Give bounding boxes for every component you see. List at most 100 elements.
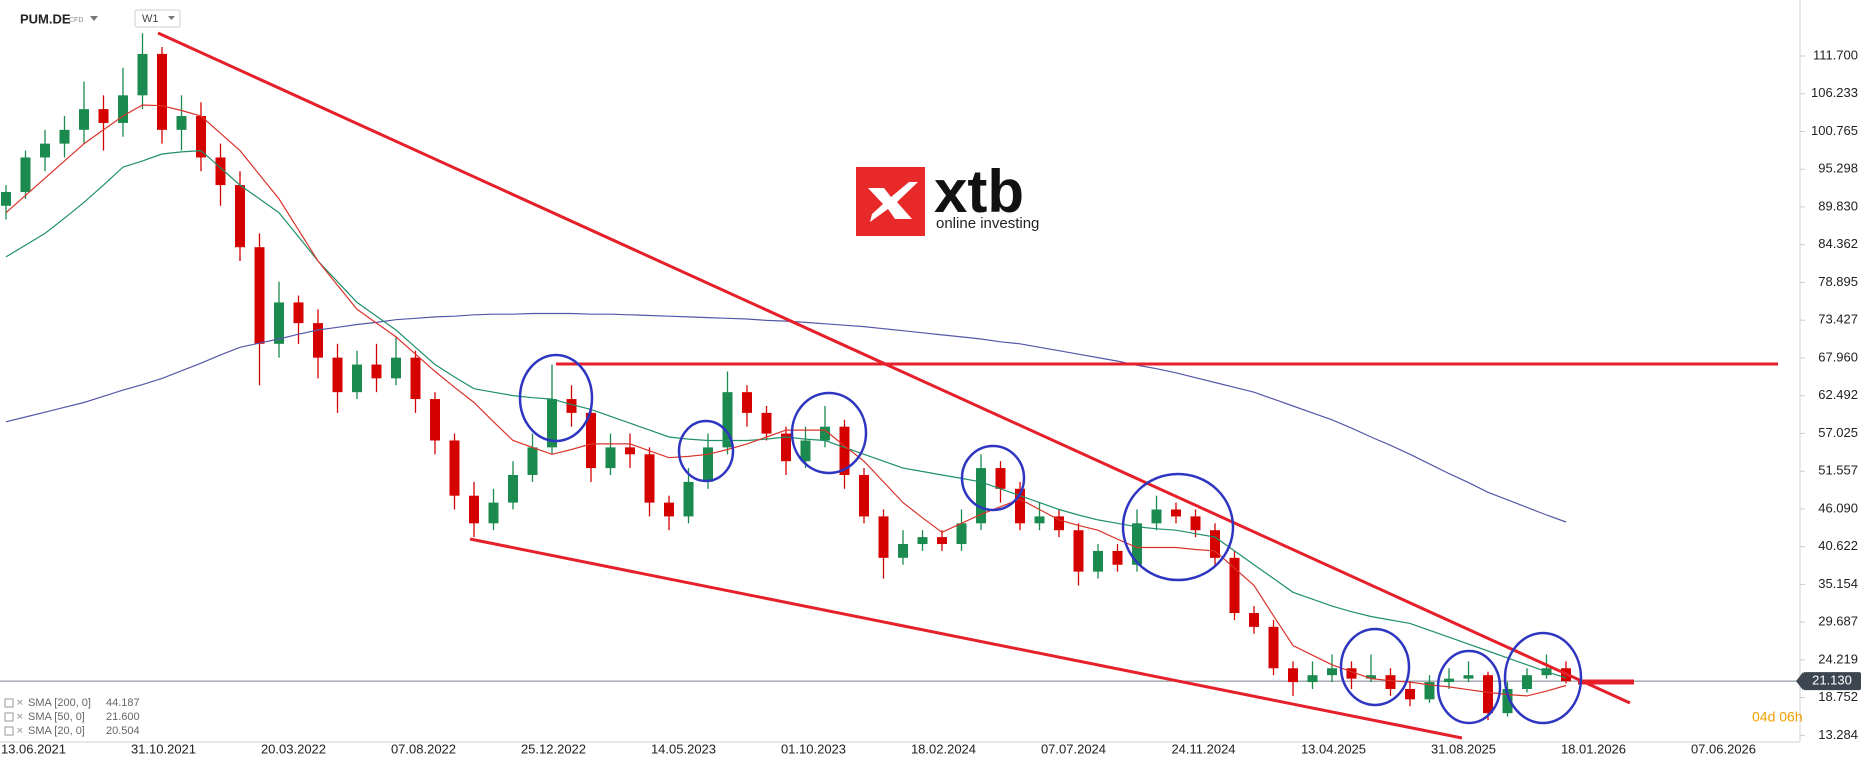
y-tick-label: 35.154 <box>1818 576 1858 591</box>
y-tick-label: 24.219 <box>1818 651 1858 666</box>
candle-body <box>664 502 674 517</box>
x-tick-label: 24.11.2024 <box>1171 741 1235 756</box>
candle-body <box>683 481 694 517</box>
candle-body <box>79 109 89 130</box>
candle-body <box>1366 675 1376 679</box>
candle-body <box>956 523 967 545</box>
circle <box>1503 631 1583 725</box>
candle-body <box>1327 668 1337 676</box>
trend-line <box>469 537 1463 740</box>
y-tick-label: 18.752 <box>1818 689 1858 704</box>
candle-body <box>625 447 635 455</box>
circle <box>960 444 1026 512</box>
candle-body <box>1093 550 1103 572</box>
y-tick-label: 84.362 <box>1818 236 1858 251</box>
y-tick-label: 100.765 <box>1811 123 1858 138</box>
candle-body <box>1054 516 1064 531</box>
legend-name: SMA [20, 0] <box>28 725 85 737</box>
candle-body <box>1112 550 1123 565</box>
legend-value: 20.504 <box>106 725 140 737</box>
candle-body <box>839 426 850 475</box>
candle-body <box>1034 516 1045 524</box>
x-tick-label: 31.10.2021 <box>131 741 196 756</box>
candle-body <box>449 440 460 496</box>
candle-body <box>1502 688 1513 714</box>
candle-body <box>644 454 655 503</box>
candle-body <box>176 116 187 130</box>
legend-close[interactable]: ✕ <box>16 725 24 735</box>
sma-line <box>5 104 1567 697</box>
x-tick-label: 13.04.2025 <box>1301 741 1366 756</box>
y-tick-label: 111.700 <box>1813 47 1858 62</box>
candle-body <box>1307 675 1318 683</box>
y-tick-label: 13.284 <box>1818 727 1858 742</box>
x-tick-label: 14.05.2023 <box>651 741 716 756</box>
countdown: 04d 06h <box>1752 709 1803 725</box>
sma-line <box>5 149 1567 679</box>
y-tick-label: 51.557 <box>1818 463 1858 478</box>
x-tick-label: 07.07.2024 <box>1041 741 1106 756</box>
candle-body <box>1444 678 1454 683</box>
legend-name: SMA [50, 0] <box>28 711 85 723</box>
circle <box>1436 649 1502 725</box>
candle-body <box>469 495 479 524</box>
circle <box>677 419 735 483</box>
candle-body <box>761 412 772 434</box>
candle-body <box>995 468 1006 489</box>
candle-body <box>1268 626 1279 669</box>
y-tick-label: 67.960 <box>1818 349 1858 364</box>
candle-body <box>410 357 421 400</box>
legend-close[interactable]: ✕ <box>16 711 24 721</box>
last-price-box <box>1803 672 1861 691</box>
x-tick-label: 13.06.2021 <box>1 741 66 756</box>
y-tick-label: 62.492 <box>1818 387 1858 402</box>
logo-mark <box>868 182 918 222</box>
candle-body <box>586 412 596 469</box>
candle-body <box>59 129 70 144</box>
x-tick-label: 07.08.2022 <box>391 741 456 756</box>
candle-body <box>1463 675 1474 679</box>
candle-body <box>40 143 50 158</box>
candle-body <box>566 399 577 413</box>
y-tick-label: 29.687 <box>1818 614 1858 629</box>
candle-body <box>1210 530 1220 558</box>
candle-body <box>917 537 928 545</box>
candle-body <box>1171 509 1181 517</box>
annotations <box>157 31 1778 740</box>
candle-body <box>508 474 518 503</box>
candle-body <box>800 440 811 462</box>
interval-dropdown[interactable] <box>168 16 175 20</box>
candle-body <box>235 185 245 248</box>
candle-body <box>1483 675 1493 714</box>
last-price-label: 21.130 <box>1812 673 1852 688</box>
candle-body <box>98 109 109 123</box>
symbol[interactable]: PUM.DE <box>20 11 71 26</box>
candle-body <box>1288 668 1298 683</box>
candle-body <box>1151 509 1162 524</box>
candle-body <box>703 447 713 482</box>
legend-close[interactable]: ✕ <box>16 697 24 707</box>
symbol-dropdown[interactable] <box>90 16 98 21</box>
circle <box>790 391 868 475</box>
candle-body <box>1346 668 1357 679</box>
circle <box>518 353 594 443</box>
candle-body <box>1015 488 1025 524</box>
legend-value: 21.600 <box>106 711 140 723</box>
y-tick-label: 73.427 <box>1818 312 1858 327</box>
candle-body <box>605 447 616 469</box>
candle-body <box>1132 523 1142 565</box>
candle-body <box>878 516 889 558</box>
y-tick-label: 46.090 <box>1818 500 1858 515</box>
last-price-pointer <box>1796 672 1803 691</box>
candle-body <box>1405 688 1415 700</box>
interval-box[interactable] <box>134 9 181 28</box>
candle-body <box>118 95 128 123</box>
logo-name: xtb <box>934 158 1024 225</box>
candle-body <box>781 433 791 462</box>
candle-body <box>371 364 382 379</box>
legend-icon <box>4 726 14 736</box>
candle-body <box>157 53 167 130</box>
candle-body <box>20 157 31 192</box>
